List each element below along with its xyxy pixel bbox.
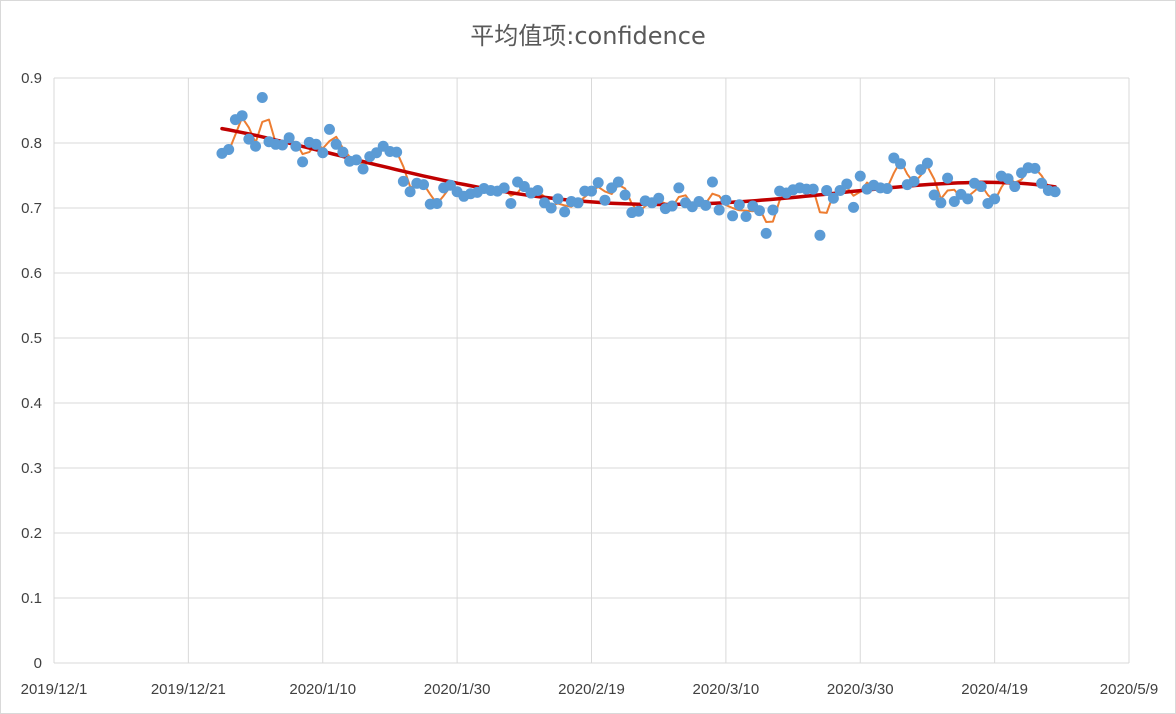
data-point [841, 178, 853, 190]
data-point [592, 177, 604, 189]
x-tick-label: 2020/1/30 [424, 681, 491, 698]
data-point [895, 158, 907, 170]
data-point [814, 229, 826, 241]
data-point [666, 200, 678, 212]
data-point [350, 154, 362, 166]
data-point [807, 183, 819, 195]
data-point [854, 170, 866, 182]
data-point [1049, 186, 1061, 198]
data-point [633, 205, 645, 217]
data-point [236, 110, 248, 122]
data-point [599, 194, 611, 206]
x-tick-label: 2020/5/9 [1100, 681, 1158, 698]
data-point [256, 92, 268, 103]
data-point [713, 204, 725, 216]
y-tick-label: 0.8 [21, 135, 42, 152]
data-point [431, 197, 443, 209]
data-point [921, 157, 933, 169]
data-point [760, 227, 772, 239]
chart-title: 平均值项:confidence [470, 22, 705, 50]
x-tick-label: 2020/2/19 [558, 681, 625, 698]
y-tick-label: 0.5 [21, 330, 42, 347]
y-tick-label: 0.2 [21, 525, 42, 542]
data-point [1009, 181, 1021, 193]
x-tick-label: 2020/4/19 [961, 681, 1028, 698]
data-point [1029, 162, 1041, 174]
data-point [1036, 177, 1048, 189]
data-point [942, 172, 954, 184]
x-tick-label: 2019/12/21 [151, 681, 226, 698]
data-point [881, 183, 893, 194]
x-tick-label: 2019/12/1 [21, 681, 88, 698]
data-point [733, 199, 745, 211]
data-point [243, 133, 255, 145]
data-point [827, 192, 839, 204]
data-point [310, 138, 322, 150]
y-tick-label: 0.7 [21, 200, 42, 217]
data-point [505, 197, 517, 209]
data-point [753, 205, 765, 217]
data-point [418, 179, 430, 191]
moving-average-line [227, 116, 1056, 223]
data-point [706, 176, 718, 188]
y-tick-label: 0.1 [21, 590, 42, 607]
data-point [297, 156, 309, 168]
data-point [250, 140, 262, 152]
data-series [216, 92, 1061, 241]
data-point [821, 184, 833, 196]
data-point [727, 210, 739, 222]
data-point [935, 197, 947, 209]
data-point [532, 184, 544, 196]
data-point [404, 186, 416, 198]
y-tick-label: 0.9 [21, 70, 42, 87]
data-point [673, 182, 685, 194]
data-point [283, 132, 295, 144]
data-point [572, 197, 584, 209]
data-point [989, 193, 1001, 205]
data-point [337, 146, 349, 158]
y-tick-label: 0.3 [21, 460, 42, 477]
data-point [948, 196, 960, 207]
gridlines [53, 77, 1130, 664]
data-point [908, 175, 920, 187]
tick-labels: 0 0.1 0.2 0.3 0.4 0.5 0.6 0.7 0.8 0.9 2019/12/1 201… [21, 70, 1159, 698]
data-point [1002, 173, 1014, 185]
data-point [586, 185, 597, 197]
data-point [619, 189, 631, 201]
data-point [545, 202, 557, 214]
x-tick-label: 2020/3/30 [827, 681, 894, 698]
y-tick-label: 0 [34, 655, 42, 672]
data-point [317, 147, 329, 159]
data-point [323, 123, 335, 135]
data-point [357, 163, 369, 175]
data-point [928, 189, 940, 201]
data-point [330, 138, 342, 150]
data-point [276, 139, 288, 151]
data-point [391, 146, 403, 158]
data-point [290, 140, 302, 152]
y-tick-label: 0.4 [21, 395, 42, 412]
data-point [848, 201, 860, 213]
data-point [653, 192, 665, 204]
data-point [962, 193, 974, 205]
data-point [975, 181, 987, 193]
x-tick-label: 2020/3/10 [693, 681, 760, 698]
data-point [612, 176, 624, 188]
data-point [720, 194, 732, 206]
y-tick-label: 0.6 [21, 265, 42, 282]
data-point [559, 206, 571, 218]
data-point [740, 210, 752, 222]
data-point [223, 144, 235, 155]
data-point [700, 199, 712, 211]
x-tick-label: 2020/1/10 [289, 681, 356, 698]
data-point [498, 182, 510, 194]
data-point [767, 204, 779, 216]
data-point [397, 175, 409, 187]
data-point [552, 193, 564, 205]
